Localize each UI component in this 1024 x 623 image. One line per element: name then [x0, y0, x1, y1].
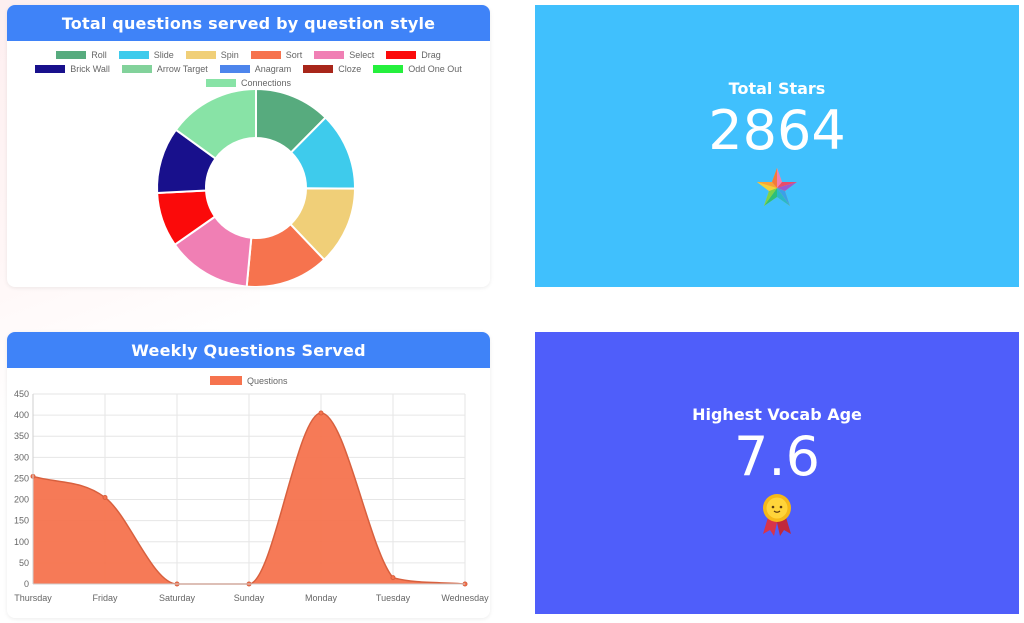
- legend-label: Connections: [240, 78, 292, 88]
- weekly-area-chart: Questions 0 50 100 150 200 250 300 350 400 450 Thur…: [14, 376, 489, 603]
- legend-label: Roll: [91, 50, 107, 60]
- legend-item[interactable]: Brick Wall: [35, 64, 110, 74]
- x-tick-label: Sunday: [234, 593, 265, 603]
- y-tick-label: 250: [14, 473, 29, 483]
- y-tick-label: 200: [14, 495, 29, 505]
- legend-label: Odd One Out: [408, 64, 462, 74]
- legend-swatch: [121, 65, 152, 73]
- legend-swatch: [303, 65, 334, 73]
- legend-label: Arrow Target: [156, 64, 208, 74]
- y-tick-label: 400: [14, 410, 29, 420]
- y-tick-label: 50: [19, 558, 29, 568]
- question-style-card-title: Total questions served by question style: [7, 5, 490, 41]
- legend-label: Slide: [153, 50, 174, 60]
- y-tick-label: 100: [14, 537, 29, 547]
- legend-item[interactable]: Connections: [205, 78, 292, 88]
- legend-swatch: [56, 51, 87, 59]
- donut-chart: [156, 87, 357, 287]
- legend-swatch: [250, 51, 281, 59]
- x-tick-label: Monday: [305, 593, 338, 603]
- legend-swatch: [35, 65, 66, 73]
- legend-label: Sort: [285, 50, 303, 60]
- vocab-age-card: Highest Vocab Age 7.6: [535, 332, 1019, 614]
- y-tick-label: 350: [14, 431, 29, 441]
- x-tick-label: Friday: [92, 593, 118, 603]
- y-tick-label: 450: [14, 389, 29, 399]
- donut-slice-connections[interactable]: [174, 87, 257, 161]
- questions-point-tuesday[interactable]: [390, 575, 396, 581]
- legend-item[interactable]: Sort: [250, 50, 303, 60]
- x-tick-label: Wednesday: [441, 593, 489, 603]
- y-tick-label: 0: [24, 579, 29, 589]
- legend-swatch: [373, 65, 404, 73]
- total-stars-value: 2864: [708, 98, 846, 162]
- colorful-star-icon: [754, 166, 800, 214]
- legend-item[interactable]: Arrow Target: [121, 64, 208, 74]
- questions-point-friday[interactable]: [102, 494, 108, 500]
- legend-swatch: [118, 51, 149, 59]
- weekly-legend-swatch[interactable]: [210, 376, 242, 385]
- legend-item[interactable]: Drag: [386, 50, 441, 60]
- vocab-age-value: 7.6: [734, 424, 820, 488]
- y-tick-label: 300: [14, 452, 29, 462]
- legend-swatch: [219, 65, 250, 73]
- legend-label: Spin: [220, 50, 239, 60]
- questions-point-monday[interactable]: [318, 410, 324, 416]
- legend-item[interactable]: Anagram: [219, 64, 292, 74]
- weekly-questions-card-title: Weekly Questions Served: [7, 332, 490, 368]
- donut-legend: Roll Slide Spin Sort Select Drag Brick Wall Arr…: [7, 50, 490, 88]
- legend-item[interactable]: Spin: [185, 50, 239, 60]
- legend-item[interactable]: Roll: [56, 50, 107, 60]
- legend-swatch: [314, 51, 345, 59]
- legend-swatch: [386, 51, 417, 59]
- legend-item[interactable]: Cloze: [303, 64, 361, 74]
- total-stars-card: Total Stars 2864: [535, 5, 1019, 287]
- x-tick-label: Tuesday: [376, 593, 411, 603]
- vocab-age-title: Highest Vocab Age: [692, 404, 862, 424]
- legend-item[interactable]: Odd One Out: [373, 64, 462, 74]
- weekly-questions-card: Weekly Questions Served Questions 0 50 100 1…: [7, 332, 490, 618]
- legend-swatch: [205, 79, 236, 87]
- legend-label: Drag: [421, 50, 441, 60]
- legend-label: Cloze: [338, 64, 362, 74]
- legend-swatch: [185, 51, 216, 59]
- question-style-card: Total questions served by question style…: [7, 5, 490, 287]
- y-tick-label: 150: [14, 516, 29, 526]
- total-stars-title: Total Stars: [728, 78, 826, 98]
- legend-label: Brick Wall: [70, 64, 110, 74]
- legend-label: Anagram: [254, 64, 292, 74]
- x-tick-label: Saturday: [159, 593, 196, 603]
- x-tick-label: Thursday: [14, 593, 52, 603]
- award-medal-icon: [759, 492, 795, 542]
- legend-item[interactable]: Slide: [118, 50, 174, 60]
- legend-label: Select: [349, 50, 375, 60]
- weekly-legend-label: Questions: [247, 376, 288, 386]
- questions-line: [32, 412, 466, 585]
- legend-item[interactable]: Select: [314, 50, 374, 60]
- questions-area-series[interactable]: [33, 413, 465, 584]
